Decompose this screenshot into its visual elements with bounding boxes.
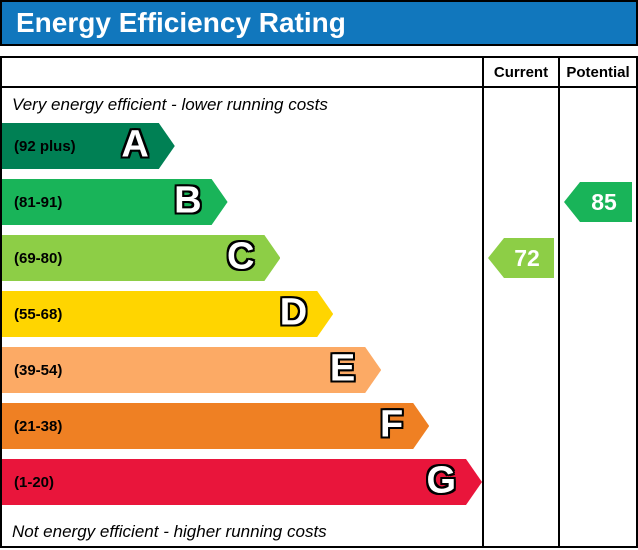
band-range-label: (92 plus): [14, 137, 76, 155]
band-bar-e: (39-54) E: [2, 347, 381, 393]
band-bar-g: (1-20) G: [2, 459, 482, 505]
band-letter: D: [279, 291, 308, 334]
band-letter: B: [174, 179, 202, 222]
band-range-label: (69-80): [14, 249, 63, 267]
band-range-label: (55-68): [14, 305, 63, 323]
band-row-d: (55-68) D: [2, 291, 482, 337]
band-letter: A: [121, 123, 149, 166]
bands-column: Very energy efficient - lower running co…: [2, 58, 482, 546]
potential-column: Potential 85: [558, 58, 636, 546]
band-row-f: (21-38) F: [2, 403, 482, 449]
band-bar-a: (92 plus) A: [2, 123, 175, 169]
page-title: Energy Efficiency Rating: [0, 0, 638, 46]
current-rating-value: 72: [514, 244, 540, 271]
band-bar-c: (69-80) C: [2, 235, 280, 281]
band-letter: G: [426, 459, 456, 502]
band-bar-b: (81-91) B: [2, 179, 228, 225]
potential-rating-pointer: 85: [564, 182, 632, 222]
band-letter: F: [379, 403, 404, 446]
band-row-a: (92 plus) A: [2, 123, 482, 169]
band-row-b: (81-91) B: [2, 179, 482, 225]
band-range-label: (81-91): [14, 193, 63, 211]
band-letter: E: [329, 347, 356, 390]
caption-top: Very energy efficient - lower running co…: [12, 95, 328, 114]
band-bar-d: (55-68) D: [2, 291, 333, 337]
band-range-label: (39-54): [14, 361, 63, 379]
band-bar-f: (21-38) F: [2, 403, 429, 449]
current-column-header: Current: [484, 58, 558, 88]
potential-rating-value: 85: [591, 188, 617, 215]
band-row-e: (39-54) E: [2, 347, 482, 393]
rating-chart: Very energy efficient - lower running co…: [0, 56, 638, 548]
header-spacer: [2, 58, 482, 88]
band-range-label: (1-20): [14, 473, 55, 491]
potential-column-header: Potential: [560, 58, 636, 88]
rating-bands: (92 plus) A (81-91) B (69-80) C (55-68) D (39-54…: [2, 121, 482, 515]
band-row-g: (1-20) G: [2, 459, 482, 505]
band-row-c: (69-80) C: [2, 235, 482, 281]
current-rating-pointer: 72: [488, 238, 554, 278]
current-column: Current 72: [482, 58, 558, 546]
band-range-label: (21-38): [14, 417, 63, 435]
band-letter: C: [226, 235, 255, 278]
caption-bottom: Not energy efficient - higher running co…: [12, 522, 327, 541]
